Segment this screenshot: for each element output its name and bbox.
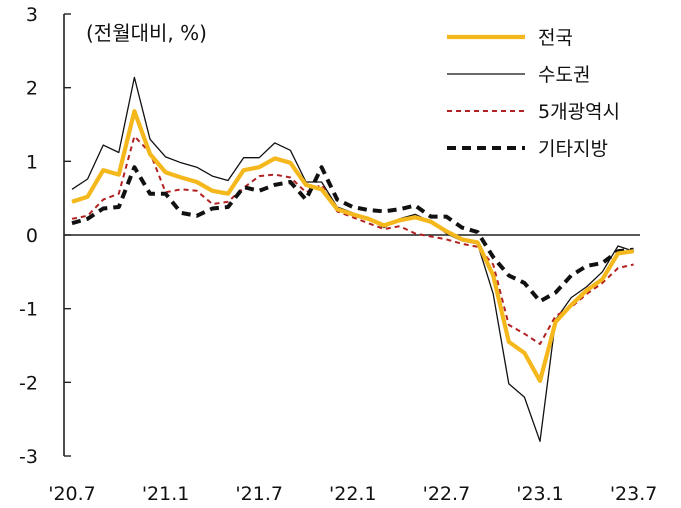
x-tick-label: '22.7 xyxy=(423,483,471,505)
x-tick-label: '20.7 xyxy=(48,483,96,505)
x-tick-label: '21.7 xyxy=(235,483,283,505)
y-tick-label: 0 xyxy=(26,225,38,247)
x-tick-label: '21.1 xyxy=(142,483,190,505)
y-tick-label: 3 xyxy=(26,4,38,26)
x-tick-label: '22.1 xyxy=(329,483,377,505)
x-tick-label: '23.7 xyxy=(610,483,658,505)
series-line-3 xyxy=(71,135,634,345)
unit-label: (전월대비, %) xyxy=(86,21,207,45)
legend-label: 전국 xyxy=(538,27,573,49)
legend-label: 수도권 xyxy=(538,64,590,86)
legend-label: 기타지방 xyxy=(538,138,608,160)
y-tick-labels: 3 2 1 0 -1 -2 -3 xyxy=(19,4,71,468)
y-tick-label: 2 xyxy=(26,78,38,100)
series-layer xyxy=(71,76,634,442)
series-line-2 xyxy=(71,76,634,442)
y-tick-label: 1 xyxy=(26,151,38,173)
legend-label: 5개광역시 xyxy=(538,101,620,123)
y-tick-label: -1 xyxy=(19,299,38,321)
x-tick-labels: '20.7 '21.1 '21.7 '22.1 '22.7 '23.1 '23.7 xyxy=(48,483,657,505)
y-tick-label: -3 xyxy=(19,446,38,468)
y-tick-label: -2 xyxy=(19,372,38,394)
series-line-1 xyxy=(71,109,634,383)
series-line-4 xyxy=(71,165,634,304)
x-tick-label: '23.1 xyxy=(516,483,564,505)
